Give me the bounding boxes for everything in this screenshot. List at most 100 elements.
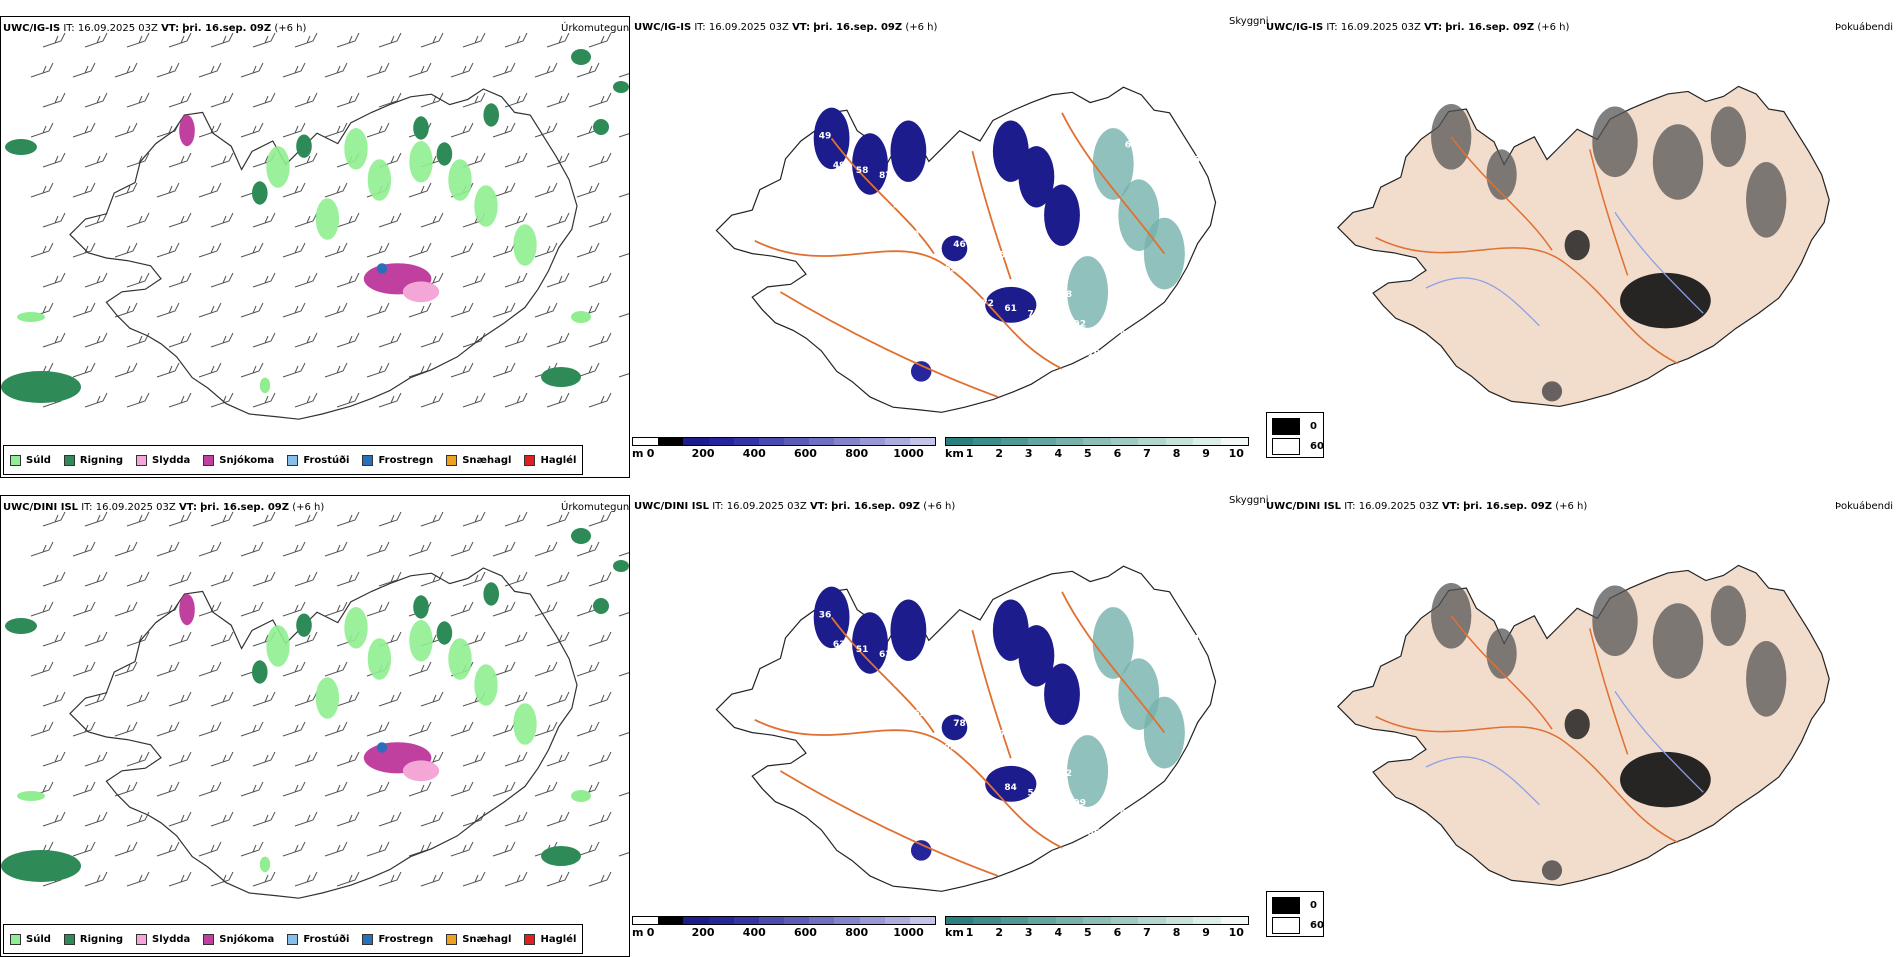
- wind-barb: [210, 92, 234, 108]
- wind-barb: [576, 841, 600, 857]
- cloud-base-label: 49: [1042, 339, 1055, 349]
- cloud-base-label: 15: [1157, 364, 1170, 374]
- legend-label: Snjókoma: [219, 454, 275, 466]
- wind-barb: [462, 811, 486, 827]
- wind-barb: [72, 541, 96, 557]
- wind-barb: [294, 212, 318, 228]
- colorbar-cells: [945, 916, 1249, 925]
- colorbar-tick: 3: [1024, 447, 1033, 460]
- wind-barb: [492, 541, 516, 557]
- legend-swatch: [524, 933, 536, 945]
- wind-barb: [168, 751, 192, 767]
- cloud-base-label: 63: [861, 220, 874, 230]
- wind-barb: [420, 691, 444, 707]
- field-blob: [1710, 585, 1747, 647]
- field-blob: [941, 235, 968, 262]
- colorbar-cell: [633, 438, 659, 445]
- wind-barb: [588, 392, 612, 408]
- iceland-group: [1336, 564, 1830, 887]
- legend-swatch: [203, 933, 215, 945]
- vt-value: þri. 16.sep. 09Z: [1463, 501, 1552, 512]
- road-network: [754, 591, 1166, 877]
- cloud-base-label: 206: [1134, 838, 1153, 848]
- field-blob: [1431, 104, 1472, 170]
- wind-barb: [42, 92, 66, 108]
- colorbar-tick: 8: [1172, 447, 1181, 460]
- wind-barb: [156, 721, 180, 737]
- wind-barb: [72, 661, 96, 677]
- field-blob: [541, 846, 581, 866]
- field-blob: [1564, 230, 1590, 261]
- cloud-panel: UWC/IG-IS IT: 16.09.2025 03Z VT: þri. 16…: [632, 16, 1262, 478]
- legend-swatch: [524, 454, 536, 466]
- wind-barb: [198, 302, 222, 318]
- wind-barb: [72, 362, 96, 378]
- legend-swatch: [1272, 438, 1300, 455]
- cloud-base-label: 241: [1171, 630, 1190, 640]
- wind-barb: [576, 721, 600, 737]
- cloud-map: 36 63 80 77 12 54 59 51 39 58 55 53 54 63 62 78 12 99 206 1…: [715, 565, 1217, 892]
- wind-barb: [504, 152, 528, 168]
- wind-barb: [492, 242, 516, 258]
- colorbar-tick: 400: [742, 926, 766, 939]
- field-blob: [413, 116, 429, 140]
- colorbar-tick: 200: [691, 447, 715, 460]
- wind-barb: [588, 152, 612, 168]
- wind-barb: [534, 62, 558, 78]
- field-blob: [985, 765, 1037, 802]
- wind-barb: [114, 841, 138, 857]
- wind-barb: [294, 272, 318, 288]
- cloud-base-label: 78: [953, 719, 966, 729]
- wind-barb: [294, 571, 318, 587]
- colorbar-cell: [784, 917, 810, 924]
- wind-barb: [30, 601, 54, 617]
- field-blob: [941, 714, 968, 741]
- wind-barb: [42, 571, 66, 587]
- wind-barb: [588, 811, 612, 827]
- wind-barb: [366, 841, 390, 857]
- wind-barb: [336, 212, 360, 228]
- wind-barb: [168, 511, 192, 527]
- colorbar-tick: 5: [1084, 447, 1092, 460]
- vt-label: VT:: [1441, 501, 1460, 512]
- colorbar-cell: [1083, 917, 1111, 924]
- wind-barb: [240, 601, 264, 617]
- vt-value: þri. 16.sep. 09Z: [200, 502, 289, 513]
- cloud-base-label: 66: [824, 185, 837, 195]
- field-blob: [296, 134, 312, 158]
- wind-barb: [378, 511, 402, 527]
- wind-barb: [408, 841, 432, 857]
- colorbar-cell: [1165, 438, 1194, 445]
- fog-map: [1336, 564, 1830, 887]
- colorbar-cell: [946, 917, 974, 924]
- field-blob: [251, 181, 268, 205]
- colorbar-cell: [1055, 917, 1084, 924]
- wind-barb: [504, 751, 528, 767]
- wind-barb: [30, 541, 54, 557]
- precip-panel: UWC/IG-IS IT: 16.09.2025 03Z VT: þri. 16…: [0, 16, 630, 478]
- wind-barb: [168, 871, 192, 887]
- wind-barb: [30, 122, 54, 138]
- field-blob: [613, 81, 629, 93]
- cloud-base-label: 40: [930, 235, 943, 245]
- iceland-group: [69, 88, 578, 420]
- wind-barb: [366, 601, 390, 617]
- field-blob: [890, 120, 927, 182]
- colorbar-cell: [946, 438, 974, 445]
- wind-barb: [462, 152, 486, 168]
- field-blob: [315, 198, 340, 240]
- cloud-base-label: 102: [1194, 635, 1213, 645]
- field-blob: [1044, 184, 1080, 246]
- field-blob: [1018, 146, 1055, 208]
- wind-barb: [336, 92, 360, 108]
- wind-barb: [294, 511, 318, 527]
- legend-item: Slydda: [136, 933, 190, 945]
- field-blob: [1620, 751, 1711, 808]
- wind-barb: [504, 392, 528, 408]
- wind-barb: [84, 571, 108, 587]
- wind-barb: [240, 122, 264, 138]
- it-label: IT:: [712, 501, 724, 512]
- wind-barb: [168, 32, 192, 48]
- wind-barb: [210, 691, 234, 707]
- field-blob: [852, 612, 888, 674]
